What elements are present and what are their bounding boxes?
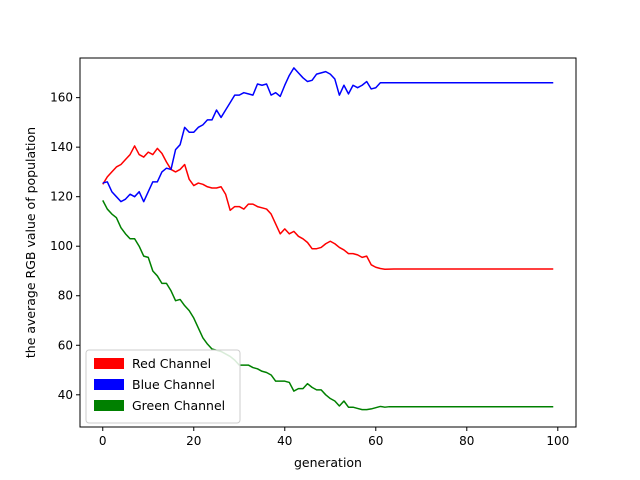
y-tick-label: 80 xyxy=(58,289,73,303)
series-line-red-channel xyxy=(102,145,554,270)
y-axis: 40 60 80 100 120 140 160 xyxy=(50,91,80,402)
y-tick-label: 160 xyxy=(50,91,73,105)
legend-label: Green Channel xyxy=(132,398,225,413)
x-tick-label: 0 xyxy=(99,434,107,448)
x-tick-label: 40 xyxy=(277,434,292,448)
series-line-green-channel xyxy=(102,200,554,411)
legend-swatch xyxy=(94,358,124,369)
series-layer xyxy=(102,67,554,411)
x-tick-label: 100 xyxy=(546,434,569,448)
y-tick-label: 60 xyxy=(58,338,73,352)
plot-frame xyxy=(79,57,577,428)
y-tick-label: 40 xyxy=(58,388,73,402)
y-tick-label: 100 xyxy=(50,239,73,253)
y-tick-label: 140 xyxy=(50,140,73,154)
x-tick-label: 20 xyxy=(186,434,201,448)
y-tick-label: 120 xyxy=(50,190,73,204)
x-tick-label: 60 xyxy=(368,434,383,448)
x-axis-label: generation xyxy=(294,455,362,470)
legend-label: Blue Channel xyxy=(132,377,215,392)
legend-box xyxy=(85,349,241,424)
legend-label: Red Channel xyxy=(132,356,211,371)
legend-swatch xyxy=(94,400,124,411)
x-tick-label: 80 xyxy=(459,434,474,448)
y-axis-label: the average RGB value of population xyxy=(23,127,38,358)
series-line-blue-channel xyxy=(102,67,554,203)
legend-swatch xyxy=(94,379,124,390)
legend: Red Channel Blue Channel Green Channel xyxy=(85,349,241,424)
x-axis: 0 20 40 60 80 100 xyxy=(99,427,569,448)
